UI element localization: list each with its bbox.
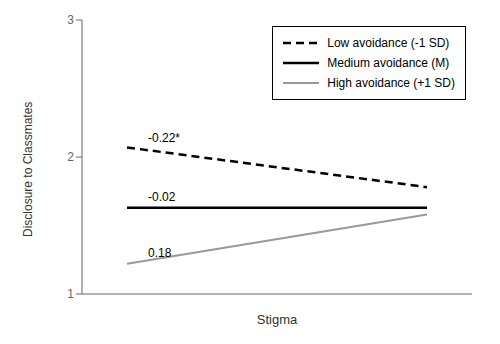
svg-text:Stigma: Stigma (257, 312, 298, 327)
html-text:Medium avoidance (M): Medium avoidance (M) (327, 56, 450, 70)
svg-text:2: 2 (67, 150, 74, 164)
svg-text:Disclosure to Classmates: Disclosure to Classmates (21, 102, 35, 237)
svg-text:3: 3 (67, 13, 74, 27)
svg-text:1: 1 (67, 287, 74, 301)
svg-text:-0.22*: -0.22* (148, 131, 180, 145)
svg-text:-0.02: -0.02 (148, 190, 176, 204)
html-text:High avoidance (+1 SD): High avoidance (+1 SD) (327, 76, 455, 90)
svg-text:0.18: 0.18 (148, 246, 172, 260)
html-text:Low avoidance (-1 SD): Low avoidance (-1 SD) (327, 36, 450, 50)
